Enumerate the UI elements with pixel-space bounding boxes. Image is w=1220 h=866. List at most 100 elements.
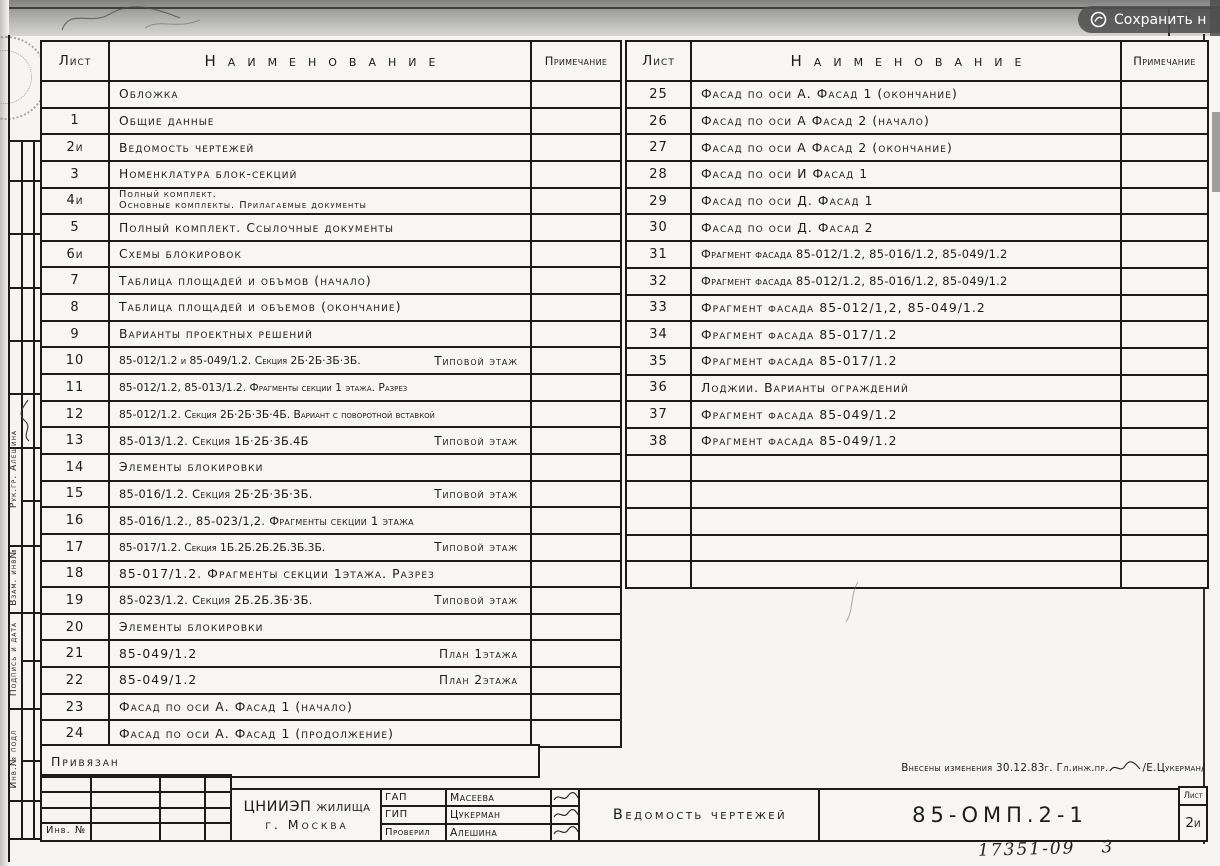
role-signature-cell xyxy=(552,807,580,822)
table-row: 23 Фасад по оси А. Фасад 1 (начало) xyxy=(42,694,620,722)
note-cell xyxy=(532,82,620,107)
note-cell xyxy=(532,482,620,507)
roles-table: ГАП Масеева ГИП Цукерман Проверил Алешина xyxy=(380,788,582,842)
sheet-name-text: 85-049/1.2 xyxy=(119,673,198,688)
note-cell xyxy=(532,668,620,693)
margin-grid-line xyxy=(8,545,40,547)
note-cell xyxy=(532,295,620,320)
role-signature-cell xyxy=(552,790,580,805)
table-row: 10 85-012/1.2 и 85-049/1.2. Секция 2Б·2Б·… xyxy=(42,348,620,376)
table-row xyxy=(627,509,1207,536)
sheet-name-tail: План 2этажа xyxy=(438,673,518,688)
header-sheet: Лист xyxy=(42,42,110,80)
sheet-name-cell: Фасад по оси Д. Фасад 1 xyxy=(692,188,1122,214)
table-row: 8 Таблица площадей и объемов (окончание) xyxy=(42,295,620,322)
table-row: 25 Фасад по оси А. Фасад 1 (окончание) xyxy=(627,82,1207,109)
sheet-name-text: Фрагмент фасада 85-017/1.2 xyxy=(701,354,898,369)
sheet-number-cell: 33 xyxy=(627,295,692,321)
sheet-number-cell: 7 xyxy=(42,268,110,294)
sheet-number-cell: 19 xyxy=(42,588,110,613)
sheet-name-text: Лоджии. Варианты ограждений xyxy=(701,380,909,395)
margin-grid-line xyxy=(21,500,40,502)
table-header: Лист Наименование Примечание xyxy=(42,42,620,82)
note-cell xyxy=(1122,429,1207,454)
table-row: 16 85-016/1.2., 85-023/1,2. Фрагменты сек… xyxy=(42,508,620,535)
sheet-name-cell: Фрагмент фасада 85-017/1.2 xyxy=(692,322,1122,347)
sheet-name-cell: 85-023/1.2. Секция 2Б.2Б.3Б·3Б. Типовой э… xyxy=(110,588,532,613)
header-sheet: Лист xyxy=(627,42,692,80)
role-cell: Проверил xyxy=(382,824,447,840)
page-edge-line xyxy=(0,7,1220,9)
grid-line xyxy=(42,822,232,824)
sheet-name-text: Ведомость чертежей xyxy=(119,140,255,155)
sheet-name-text: Фасад по оси Д. Фасад 2 xyxy=(701,220,874,235)
table-row: 22 85-049/1.2 План 2этажа xyxy=(42,668,620,695)
sheet-number-cell: 5 xyxy=(42,215,110,240)
sheet-name-text: Фрагмент фасада 85-049/1.2 xyxy=(701,434,898,449)
table-row: 32 Фрагмент фасада 85-012/1.2, 85-016/1.2… xyxy=(627,268,1207,296)
role-cell: ГИП xyxy=(382,807,447,823)
note-cell xyxy=(1122,536,1207,561)
table-row: 19 85-023/1.2. Секция 2Б.2Б.3Б·3Б. Типовой… xyxy=(42,588,620,615)
sheet-number-cell: 9 xyxy=(42,321,110,347)
note-cell xyxy=(1122,402,1207,427)
sheet-name-text: Фрагмент фасада 85-012/1.2, 85-016/1.2, … xyxy=(701,247,1008,262)
sheet-name-text: Фрагмент фасада 85-017/1.2 xyxy=(701,327,898,342)
table-row: 4и Полный комплект. Основные комплекты. Пр… xyxy=(42,188,620,216)
table-row: 24 Фасад по оси А. Фасад 1 (продолжение) xyxy=(42,721,620,747)
organization-city: г. Москва xyxy=(265,816,349,832)
table-row: 35 Фрагмент фасада 85-017/1.2 xyxy=(627,348,1207,376)
organization-cell: ЦНИИЭП жилища г. Москва xyxy=(230,788,384,842)
sheet-name-text: 85-012/1.2, 85-013/1.2. Фрагменты секции… xyxy=(119,380,408,394)
sheet-number-cell: 28 xyxy=(627,162,692,187)
header-note: Примечание xyxy=(544,54,608,68)
sheet-name-cell: 85-012/1.2 и 85-049/1.2. Секция 2Б·2Б·3Б… xyxy=(110,348,532,374)
margin-grid-line xyxy=(8,287,40,289)
sheet-name-text: 85-049/1.2 xyxy=(119,646,198,661)
margin-grid-line xyxy=(21,760,40,762)
role-name-cell: Цукерман xyxy=(447,807,552,823)
sheet-name-text: Обложка xyxy=(119,87,179,102)
signature xyxy=(553,791,580,800)
sheet-name-text: 85-013/1.2. Секция 1Б·2Б·3Б.4Б xyxy=(119,433,309,448)
note-cell xyxy=(532,721,620,746)
sheet-name-cell xyxy=(692,562,1122,588)
sheet-name-cell: Фрагмент фасада 85-012/1.2, 85-016/1.2, … xyxy=(692,268,1122,294)
table-row: 38 Фрагмент фасада 85-049/1.2 xyxy=(627,428,1207,456)
sheet-name-cell xyxy=(692,482,1122,507)
title-block-grid: Инв. № xyxy=(40,774,232,842)
sheet-name-text: 85-016/1.2. Секция 2Б·2Б·3Б·3Б. xyxy=(119,486,313,501)
margin-label-group-lead: Рук.гр. Алешина xyxy=(9,429,19,509)
grid-line xyxy=(42,807,232,809)
sheet-name-cell: Фасад по оси А Фасад 2 (начало) xyxy=(692,108,1122,134)
sheet-name-tail: Типовой этаж xyxy=(434,593,518,608)
signature xyxy=(553,826,580,835)
sheet-number-cell xyxy=(627,455,692,481)
table-row: 26 Фасад по оси А Фасад 2 (начало) xyxy=(627,108,1207,136)
sheet-name-text: Общие данные xyxy=(119,113,215,128)
table-row: 6и Схемы блокировок xyxy=(42,241,620,269)
note-cell xyxy=(532,242,620,267)
sheet-number-cell xyxy=(627,482,692,507)
sheet-name-cell: Общие данные xyxy=(110,108,532,134)
margin-grid-line xyxy=(8,233,40,235)
margin-label-inventory: Инв.№ подл xyxy=(9,729,19,789)
sheet-name-text: Элементы блокировки xyxy=(119,620,264,635)
sheet-number-cell: 15 xyxy=(42,481,110,507)
note-cell xyxy=(532,455,620,480)
sheet-name-cell: Элементы блокировки xyxy=(110,614,532,640)
sheet-label: Лист xyxy=(1180,788,1206,806)
note-cell xyxy=(532,109,620,134)
sheet-number-cell: 32 xyxy=(627,268,692,294)
table-row: 1 Общие данные xyxy=(42,108,620,136)
pencil-mark xyxy=(845,581,859,623)
table-row: 34 Фрагмент фасада 85-017/1.2 xyxy=(627,322,1207,349)
sheet-number-cell xyxy=(42,82,110,107)
save-button[interactable]: Сохранить н xyxy=(1078,6,1220,33)
role-name-cell: Масеева xyxy=(447,790,552,806)
sheet-list-table-right: Лист Наименование Примечание 25 Фасад по … xyxy=(625,40,1209,589)
sheet-number-cell: 31 xyxy=(627,242,692,267)
margin-grid-line xyxy=(8,708,40,710)
sheet-name-text: Фрагмент фасада 85-012/1.2, 85-016/1.2, … xyxy=(701,274,1008,289)
